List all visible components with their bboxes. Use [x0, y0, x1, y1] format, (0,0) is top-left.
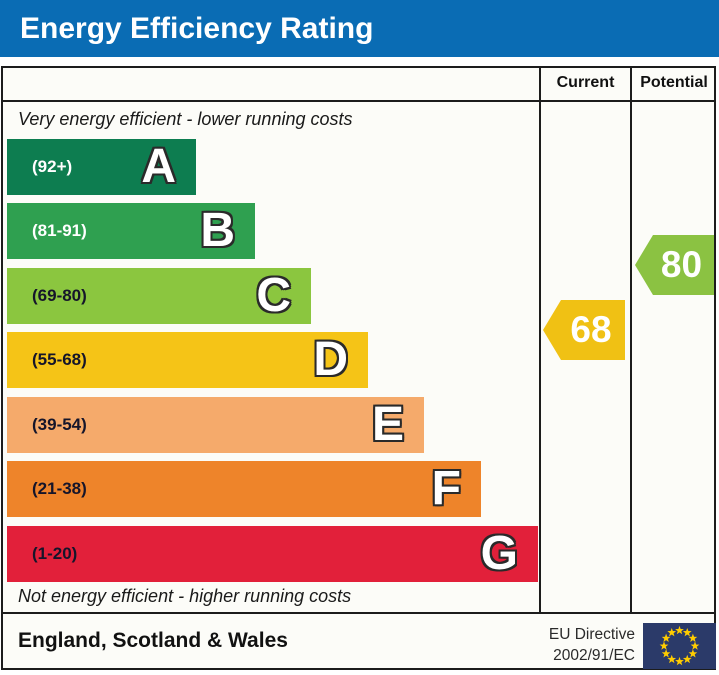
band-e-range: (39-54)	[32, 415, 87, 434]
eu-flag-icon	[643, 623, 716, 669]
band-f: (21-38) F	[7, 461, 481, 517]
current-column-divider	[539, 66, 541, 612]
title-bar: Energy Efficiency Rating	[0, 0, 719, 57]
band-d-grade: D	[313, 333, 348, 386]
band-a: (92+) A	[7, 139, 196, 195]
current-rating-arrow: 68	[543, 300, 625, 360]
band-e-grade: E	[371, 398, 404, 451]
page-title: Energy Efficiency Rating	[20, 11, 374, 45]
band-g-grade: G	[480, 527, 518, 580]
band-c: (69-80) C	[7, 268, 311, 324]
band-d: (55-68) D	[7, 332, 368, 388]
band-a-range: (92+)	[32, 157, 73, 176]
eu-directive-line1: EU Directive	[548, 626, 635, 643]
region-label: England, Scotland & Wales	[18, 629, 288, 652]
top-note: Very energy efficient - lower running co…	[18, 109, 353, 129]
band-c-grade: C	[256, 269, 291, 322]
band-b-grade: B	[200, 204, 235, 257]
band-b: (81-91) B	[7, 203, 255, 259]
band-d-range: (55-68)	[32, 350, 87, 369]
potential-column-divider	[630, 66, 632, 612]
band-g: (1-20) G	[7, 526, 538, 582]
bottom-note: Not energy efficient - higher running co…	[18, 586, 352, 606]
header-row-divider	[1, 100, 716, 102]
band-e: (39-54) E	[7, 397, 424, 453]
potential-rating-arrow: 80	[635, 235, 714, 295]
potential-column-header: Potential	[640, 74, 708, 91]
eu-directive-line2: 2002/91/EC	[553, 646, 635, 664]
current-column-header: Current	[556, 74, 615, 91]
current-rating-value: 68	[570, 309, 612, 350]
band-g-range: (1-20)	[32, 544, 78, 563]
footer-row-divider	[1, 612, 716, 614]
band-f-range: (21-38)	[32, 479, 87, 498]
eu-directive-label: EU Directive 2002/91/EC	[500, 625, 635, 667]
band-b-range: (81-91)	[32, 221, 87, 240]
band-c-range: (69-80)	[32, 286, 87, 305]
potential-rating-value: 80	[660, 244, 703, 285]
band-f-grade: F	[431, 462, 461, 515]
band-a-grade: A	[141, 140, 176, 193]
